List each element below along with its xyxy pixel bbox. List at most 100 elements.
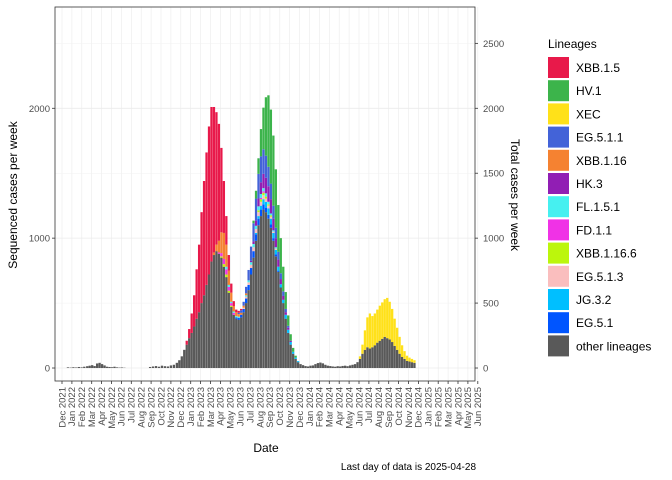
- bar-segment-other-lineages: [178, 360, 181, 369]
- bar-segment-xbb.1.16.6: [222, 264, 226, 267]
- bar-segment-xec: [400, 345, 404, 357]
- bar-segment-xbb.1.5: [227, 255, 230, 271]
- legend-label: HK.3: [576, 177, 603, 191]
- bar-segment-other-lineages: [108, 366, 111, 369]
- x-tick-label: Jul 2024: [364, 387, 375, 423]
- legend-label: EG.5.1.1: [576, 131, 624, 145]
- bar-segment-fd.1.1: [262, 191, 265, 193]
- bar-segment-other-lineages: [195, 318, 198, 369]
- bar-segment-other-lineages: [163, 366, 167, 369]
- x-tick-label: Dec 2021: [57, 387, 68, 428]
- y2-tick-label: 500: [483, 299, 499, 310]
- bar-segment-other-lineages: [120, 367, 124, 369]
- legend-swatch: [548, 242, 569, 264]
- bar-segment-eg.5.1: [249, 268, 253, 275]
- bar-segment-other-lineages: [160, 365, 164, 369]
- bar-segment-eg.5.1: [254, 234, 258, 241]
- x-tick-label: Apr 2025: [453, 387, 464, 426]
- bar-segment-xbb.1.16.6: [259, 199, 263, 202]
- bar-segment-other-lineages: [391, 342, 394, 369]
- bar-segment-fd.1.1: [259, 197, 263, 200]
- bar-segment-other-lineages: [400, 356, 404, 369]
- x-tick-label: Oct 2022: [156, 387, 167, 426]
- x-tick-label: Sep 2022: [146, 387, 157, 428]
- bar-segment-eg.5.1: [257, 218, 260, 226]
- bar-segment-eg.5.1.1: [279, 273, 282, 280]
- x-tick-label: Nov 2023: [285, 387, 296, 428]
- bar-segment-fd.1.1: [222, 258, 226, 265]
- bar-segment-other-lineages: [115, 367, 119, 369]
- bar-segment-fl.1.5.1: [272, 230, 275, 232]
- bar-segment-other-lineages: [217, 253, 221, 369]
- bar-segment-other-lineages: [175, 362, 178, 369]
- bar-segment-fl.1.5.1: [225, 266, 228, 270]
- bar-segment-hv.1: [274, 169, 277, 228]
- y2-tick-label: 1000: [483, 234, 504, 245]
- bar-segment-fd.1.1: [232, 312, 235, 315]
- bar-segment-other-lineages: [311, 365, 315, 369]
- bar-segment-eg.5.1.3: [252, 247, 255, 252]
- x-tick-label: Aug 2024: [374, 387, 385, 428]
- bar-segment-eg.5.1: [235, 317, 238, 319]
- bar-segment-hk.3: [287, 327, 290, 330]
- x-tick-label: Aug 2022: [137, 387, 148, 428]
- bar-segment-other-lineages: [103, 365, 106, 369]
- bar-segment-other-lineages: [66, 367, 70, 369]
- bar-segment-eg.5.1.3: [262, 195, 265, 200]
- x-tick-label: Nov 2024: [404, 387, 415, 428]
- bar-segment-other-lineages: [361, 353, 364, 369]
- bar-segment-xec: [405, 355, 409, 361]
- bar-segment-other-lineages: [86, 366, 89, 369]
- bar-segment-other-lineages: [200, 303, 203, 369]
- bar-segment-hv.1: [279, 238, 282, 274]
- bar-segment-hv.1: [294, 355, 297, 358]
- bar-segment-other-lineages: [91, 365, 94, 369]
- bar-segment-xbb.1.5: [235, 309, 238, 313]
- bar-segment-fl.1.5.1: [269, 213, 273, 216]
- bar-segment-xbb.1.16: [232, 306, 235, 312]
- bar-segment-eg.5.1: [272, 238, 275, 241]
- bar-segment-other-lineages: [358, 358, 362, 369]
- legend-label: EG.5.1: [576, 316, 614, 330]
- bar-segment-other-lineages: [202, 295, 206, 369]
- x-tick-label: May 2022: [107, 387, 118, 429]
- x-tick-label: Mar 2023: [206, 387, 217, 427]
- bar-segment-other-lineages: [110, 367, 114, 369]
- bar-segment-hk.3: [259, 182, 263, 194]
- y-axis-right: 0 500 1000 1500 2000 2500: [475, 39, 504, 375]
- legend-swatch: [548, 196, 569, 218]
- bar-segment-other-lineages: [348, 365, 352, 369]
- bar-segment-other-lineages: [220, 257, 223, 369]
- bar-segment-xbb.1.16.6: [225, 274, 228, 278]
- bar-segment-xbb.1.16: [225, 244, 228, 267]
- bar-segment-fl.1.5.1: [267, 201, 270, 205]
- bar-segment-other-lineages: [383, 336, 386, 369]
- bar-segment-xec: [371, 316, 374, 348]
- bar-segment-hk.3: [257, 198, 260, 207]
- bar-segment-xbb.1.16.6: [267, 204, 270, 206]
- bar-segment-xec: [373, 313, 376, 346]
- bar-segment-other-lineages: [169, 365, 173, 369]
- bar-segment-other-lineages: [381, 338, 384, 369]
- bar-segment-other-lineages: [212, 255, 216, 369]
- bar-segment-hk.3: [279, 279, 282, 285]
- bar-segment-eg.5.1: [237, 318, 240, 320]
- bar-segment-xbb.1.5: [190, 313, 193, 333]
- bar-segment-hv.1: [257, 158, 260, 174]
- bar-segment-other-lineages: [341, 365, 344, 369]
- bar-segment-eg.5.1.1: [269, 183, 273, 200]
- bar-segment-other-lineages: [190, 332, 193, 369]
- bar-segment-xbb.1.16: [227, 270, 230, 285]
- bar-segment-other-lineages: [282, 303, 285, 369]
- y-axis-left: 0 1000 2000: [29, 104, 55, 375]
- x-tick-label: Jan 2025: [424, 387, 435, 426]
- legend-swatch: [548, 289, 569, 310]
- bar-segment-hk.3: [289, 340, 292, 343]
- bar-segment-eg.5.1.3: [267, 205, 270, 209]
- bar-segment-jg.3.2: [282, 299, 285, 304]
- bar-segment-hk.3: [252, 241, 255, 244]
- bar-segment-other-lineages: [326, 365, 329, 369]
- bar-segment-fl.1.5.1: [264, 193, 268, 197]
- bar-segment-fl.1.5.1: [244, 295, 248, 297]
- bar-segment-fl.1.5.1: [252, 244, 255, 248]
